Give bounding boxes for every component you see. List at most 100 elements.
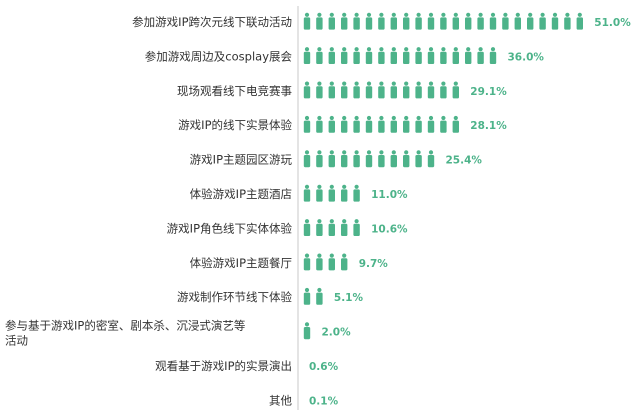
category-label: 参与基于游戏IP的密室、剧本杀、沉浸式演艺等活动 <box>5 319 245 348</box>
person-icon <box>341 115 348 133</box>
person-icon <box>365 115 373 133</box>
person-icon <box>341 219 348 236</box>
person-icon <box>440 81 447 99</box>
person-icon <box>452 12 459 30</box>
category-label: 游戏制作环节线下体验 <box>177 290 292 304</box>
data-label: 51.0% <box>594 17 631 29</box>
person-icon <box>378 47 385 64</box>
person-icon <box>415 115 422 133</box>
person-icon <box>316 287 323 305</box>
person-icon <box>403 47 410 64</box>
person-icon <box>303 150 311 168</box>
person-icon <box>365 47 373 64</box>
person-icon <box>328 47 335 64</box>
person-icon <box>403 12 410 30</box>
person-icon <box>378 150 385 168</box>
category-label: 参加游戏IP跨次元线下联动活动 <box>132 15 292 29</box>
person-icon <box>452 81 459 99</box>
person-icon <box>316 253 323 271</box>
data-label: 36.0% <box>508 51 545 63</box>
person-icon <box>365 81 373 99</box>
person-icon <box>539 12 546 30</box>
person-icon <box>390 150 397 168</box>
person-icon <box>440 115 447 133</box>
person-icon <box>527 12 534 30</box>
bar-person-icons <box>303 47 497 64</box>
category-label: 游戏IP主题园区游玩 <box>190 153 293 167</box>
person-icon <box>353 150 360 168</box>
data-label: 9.7% <box>359 258 389 270</box>
person-icon <box>452 115 459 133</box>
person-icon <box>341 150 348 168</box>
person-icon <box>378 81 385 99</box>
data-label: 29.1% <box>470 86 507 98</box>
bar-person-icons <box>303 12 583 30</box>
person-icon <box>316 184 323 202</box>
bar-person-icons <box>303 287 323 305</box>
data-label: 28.1% <box>470 120 507 132</box>
person-icon <box>427 115 435 133</box>
category-label: 参加游戏周边及cosplay展会 <box>145 49 293 63</box>
person-icon <box>390 12 397 30</box>
category-label: 体验游戏IP主题酒店 <box>190 187 292 201</box>
data-label: 2.0% <box>322 327 352 339</box>
person-icon <box>341 253 348 271</box>
person-icon <box>465 12 472 30</box>
person-icon <box>477 47 484 64</box>
person-icon <box>390 81 397 99</box>
person-icon <box>489 12 497 30</box>
person-icon <box>341 12 348 30</box>
person-icon <box>390 115 397 133</box>
person-icon <box>303 322 311 340</box>
person-icon <box>403 115 410 133</box>
person-icon <box>353 81 360 99</box>
person-icon <box>303 184 311 202</box>
person-icon <box>328 184 335 202</box>
data-label: 5.1% <box>334 292 364 304</box>
person-icon <box>316 115 323 133</box>
data-label: 25.4% <box>446 155 483 167</box>
category-label: 游戏IP的线下实景体验 <box>178 118 292 132</box>
person-icon <box>378 12 385 30</box>
person-icon <box>378 115 385 133</box>
person-icon <box>415 150 422 168</box>
person-icon <box>403 81 410 99</box>
person-icon <box>440 12 447 30</box>
person-icon <box>415 12 422 30</box>
person-icon <box>427 47 435 64</box>
person-icon <box>415 47 422 64</box>
person-icon <box>514 12 521 30</box>
data-label: 11.0% <box>371 189 408 201</box>
bar-person-icons <box>303 322 311 340</box>
person-icon <box>316 81 323 99</box>
bar-person-icons <box>303 115 459 133</box>
person-icon <box>440 47 447 64</box>
person-icon <box>427 150 435 168</box>
category-label: 现场观看线下电竞赛事 <box>177 84 292 98</box>
person-icon <box>303 253 311 271</box>
category-label: 其他 <box>269 393 292 407</box>
category-label: 游戏IP角色线下实体体验 <box>167 221 293 235</box>
person-icon <box>415 81 422 99</box>
person-icon <box>303 219 311 236</box>
person-icon <box>477 12 484 30</box>
person-icon <box>316 12 323 30</box>
person-icon <box>328 81 335 99</box>
person-icon <box>353 115 360 133</box>
person-icon <box>452 47 459 64</box>
person-icon <box>576 12 583 30</box>
person-icon <box>341 184 348 202</box>
person-icon <box>365 12 373 30</box>
person-icon <box>328 253 335 271</box>
person-icon <box>502 12 509 30</box>
bar-person-icons <box>303 184 360 202</box>
person-icon <box>353 12 360 30</box>
person-icon <box>551 12 559 30</box>
person-icon <box>328 12 335 30</box>
data-label: 0.1% <box>309 395 339 407</box>
bar-person-icons <box>303 150 435 168</box>
bar-person-icons <box>303 253 348 271</box>
category-label: 观看基于游戏IP的实景演出 <box>155 359 292 373</box>
data-label: 0.6% <box>309 361 339 373</box>
